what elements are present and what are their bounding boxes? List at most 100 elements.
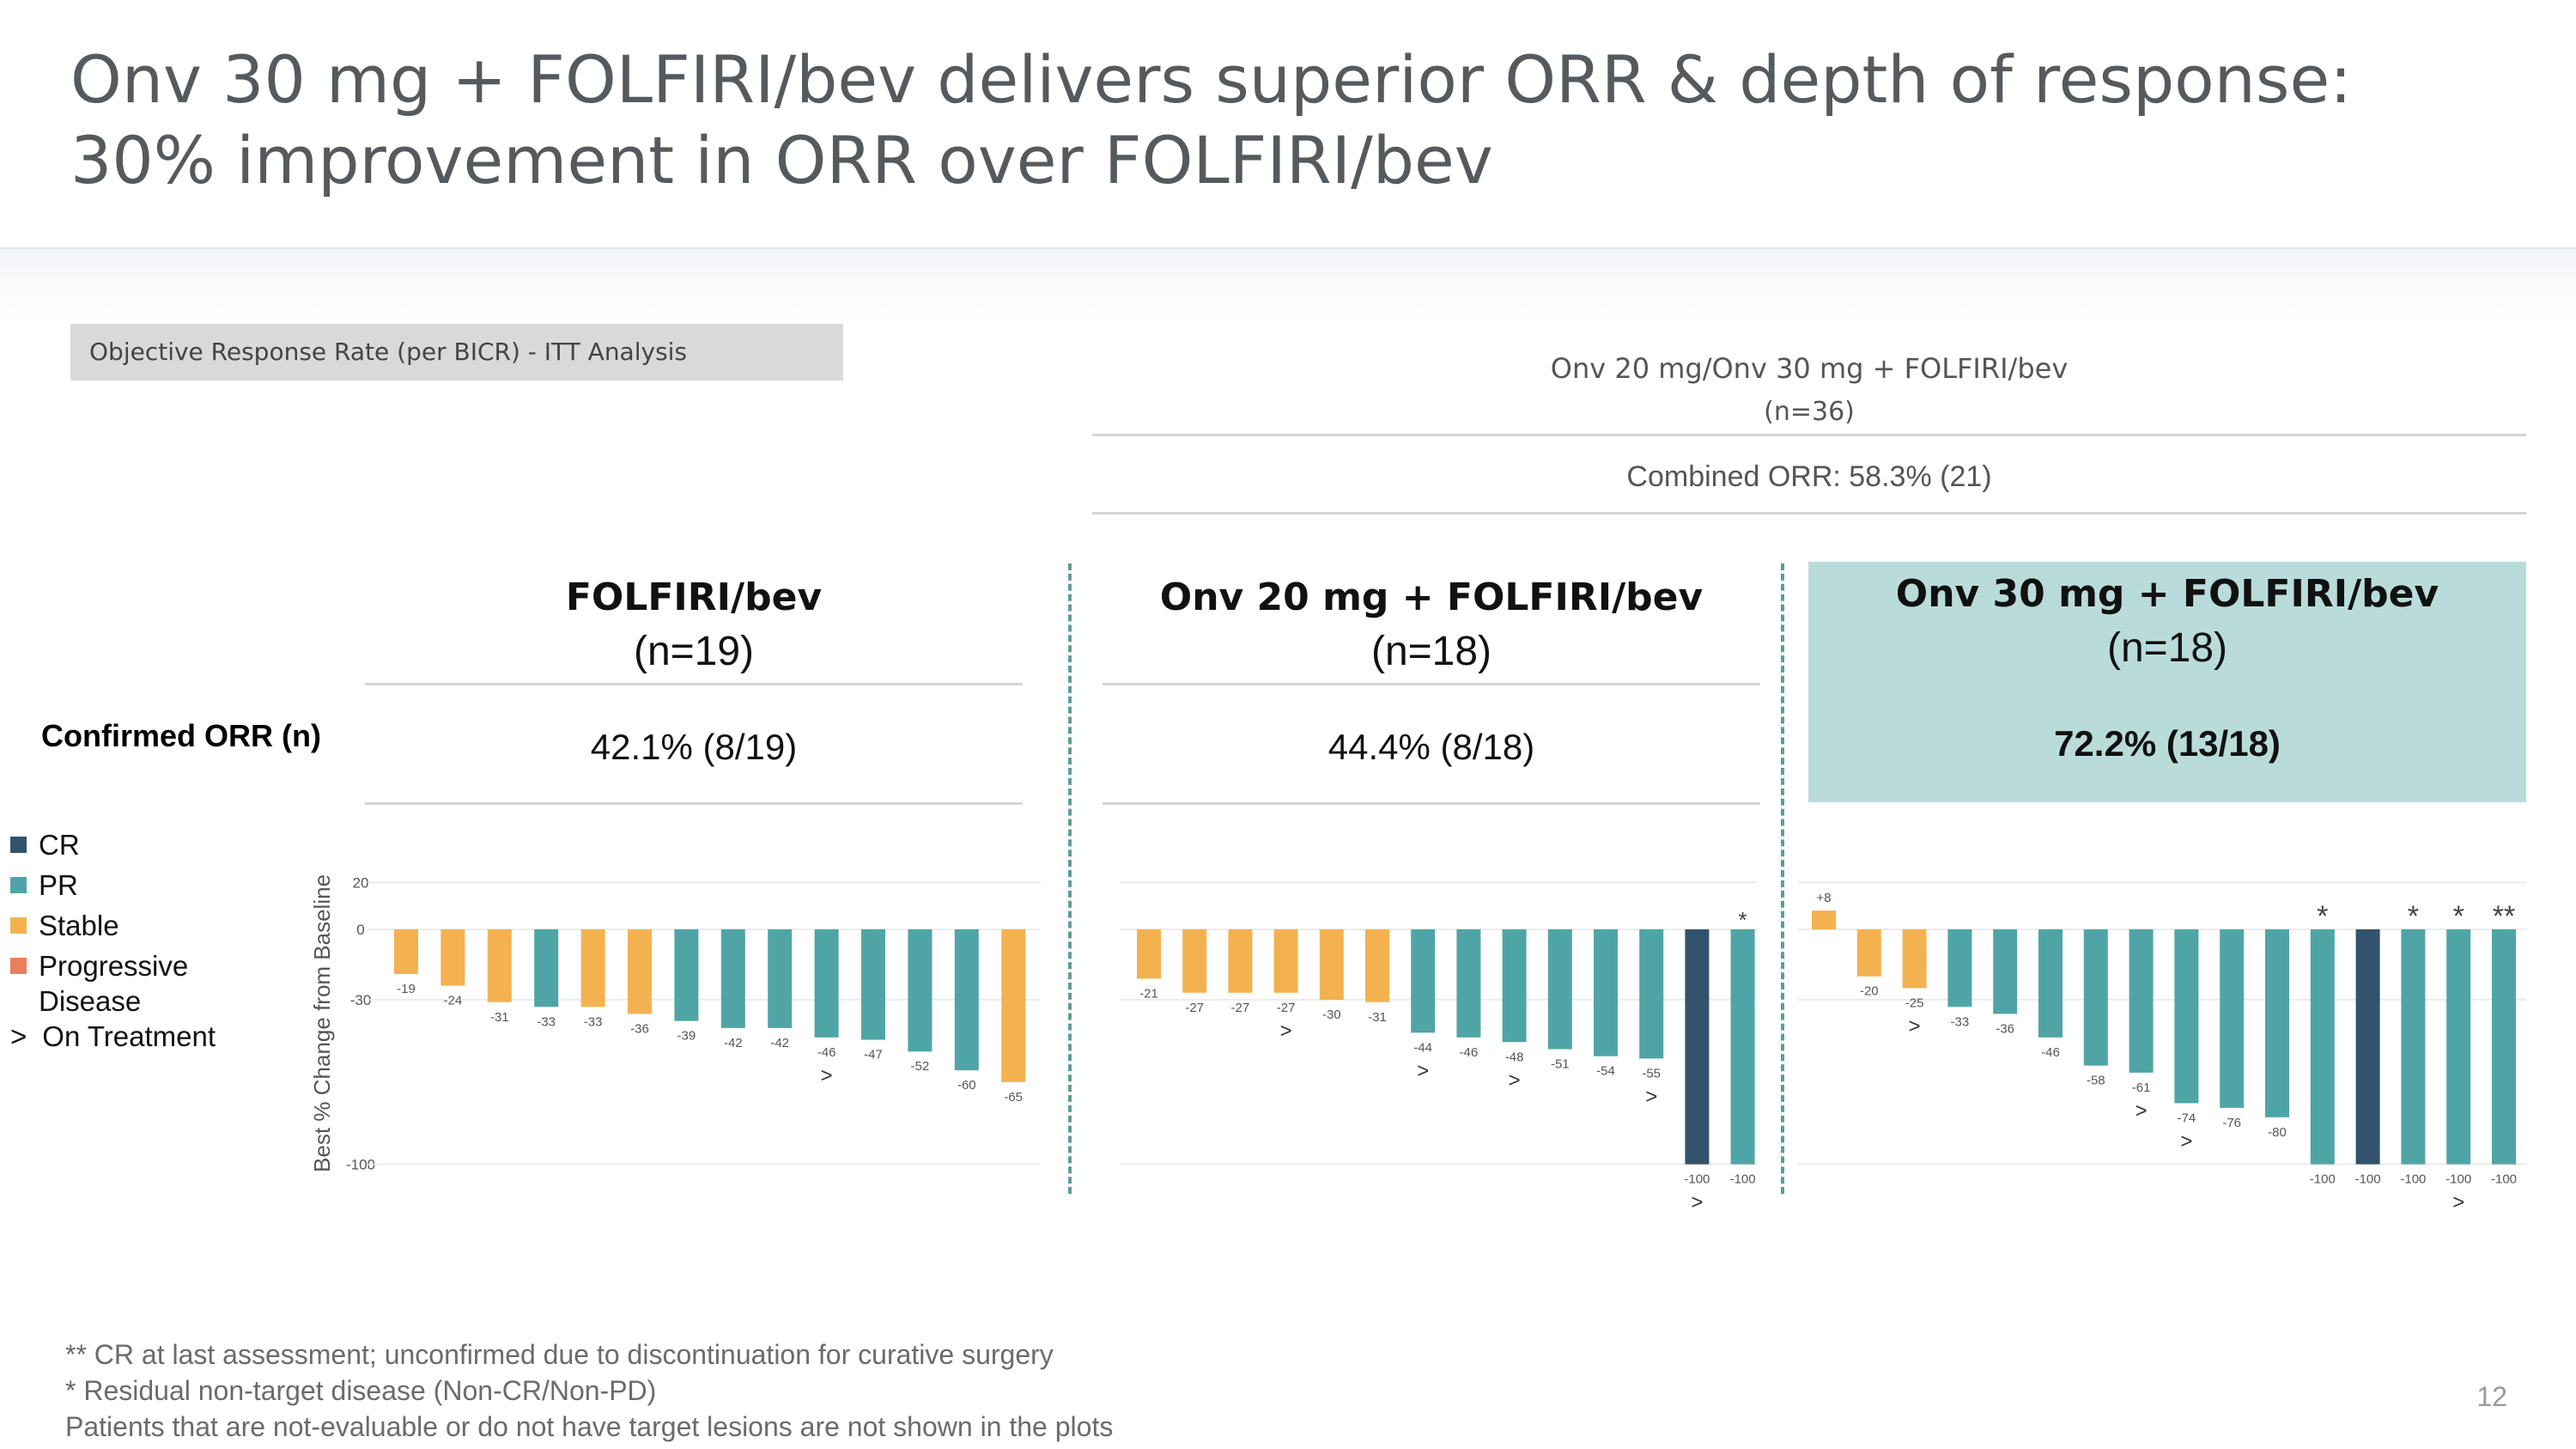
bar-value-label: -36 <box>630 1021 649 1036</box>
confirmed-orr-label: Confirmed ORR (n) <box>41 718 321 753</box>
bar-value-label: -100 <box>2400 1172 2426 1187</box>
bar-value-label: -33 <box>1951 1014 1970 1029</box>
legend-label: CR <box>39 829 80 861</box>
bar-value-label: +8 <box>1816 891 1831 905</box>
bar <box>720 929 745 1028</box>
stable-swatch <box>10 917 27 934</box>
bar-value-label: -27 <box>1231 1001 1250 1015</box>
combined-group-title: Onv 20 mg/Onv 30 mg + FOLFIRI/bev <box>1550 352 2069 385</box>
legend: CR PR Stable Progressive Disease > On Tr… <box>10 825 216 1056</box>
on-treatment-symbol: > <box>10 1020 27 1052</box>
legend-item-stable: Stable <box>10 905 216 946</box>
bar-value-label: -100 <box>1684 1172 1710 1187</box>
legend-item-on-treatment: > On Treatment <box>10 1016 216 1056</box>
on-treatment-marker: > <box>2136 1099 2148 1123</box>
bar-value-label: -39 <box>677 1029 696 1044</box>
bar-value-label: -80 <box>2268 1125 2287 1140</box>
bar <box>814 929 839 1038</box>
bar-value-label: -51 <box>1551 1056 1570 1071</box>
bar <box>487 929 512 1002</box>
bar <box>1547 929 1572 1050</box>
response-mark: * <box>2453 900 2464 933</box>
bar-value-label: -42 <box>724 1036 743 1050</box>
bar <box>2355 929 2380 1165</box>
bar <box>1001 929 1026 1082</box>
legend-label: On Treatment <box>42 1020 216 1052</box>
bar-value-label: -47 <box>864 1048 883 1062</box>
pr-swatch <box>10 877 27 893</box>
bar-value-label: -100 <box>2491 1172 2517 1187</box>
bar <box>1365 929 1389 1002</box>
legend-label: PR <box>39 869 78 901</box>
bar-value-label: -55 <box>1642 1066 1661 1081</box>
onv30-highlight-box <box>1808 562 2526 802</box>
bar <box>768 929 793 1028</box>
panel-header-folfiri: FOLFIRI/bev (n=19) <box>365 575 1023 675</box>
bar-value-label: -42 <box>770 1036 789 1050</box>
combined-orr: Combined ORR: 58.3% (21) <box>1626 460 1992 493</box>
bar-value-label: -33 <box>537 1014 556 1029</box>
bar-value-label: -27 <box>1277 1001 1296 1015</box>
bar <box>440 929 465 986</box>
bar <box>2174 929 2199 1104</box>
legend-item-pr: PR <box>10 865 216 905</box>
bar-value-label: -44 <box>1413 1040 1432 1055</box>
combined-rule-top <box>1092 434 2526 436</box>
bar <box>2446 929 2471 1165</box>
bar <box>2220 929 2245 1108</box>
panel-rule <box>1103 683 1760 685</box>
pd-swatch <box>10 958 27 974</box>
response-mark: * <box>2317 900 2328 933</box>
bar-value-label: -52 <box>911 1059 930 1074</box>
panel-orr-onv30: 72.2% (13/18) <box>2054 723 2281 764</box>
bar <box>2492 929 2516 1165</box>
panel-n: (n=18) <box>1370 629 1492 674</box>
bar-value-label: -65 <box>1004 1090 1023 1105</box>
orr-analysis-label: Objective Response Rate (per BICR) - ITT… <box>70 324 843 381</box>
legend-item-pd: Progressive <box>10 946 216 986</box>
bar <box>2038 929 2063 1038</box>
bar-value-label: -25 <box>1905 995 1924 1010</box>
on-treatment-marker: > <box>1909 1014 1921 1038</box>
bar <box>2310 929 2335 1165</box>
on-treatment-marker: > <box>1280 1020 1292 1043</box>
panel-header-onv20: Onv 20 mg + FOLFIRI/bev (n=18) <box>1103 575 1760 675</box>
panel-divider <box>1068 563 1072 1194</box>
y-tick-label: -100 <box>346 1157 375 1173</box>
bar-value-label: -36 <box>1996 1021 2014 1036</box>
footnote: ** CR at last assessment; unconfirmed du… <box>65 1339 1054 1370</box>
on-treatment-marker: > <box>1509 1068 1521 1092</box>
bar <box>1639 929 1664 1059</box>
on-treatment-marker: > <box>2180 1129 2192 1153</box>
bar-value-label: -31 <box>1368 1010 1387 1025</box>
y-tick-label: -30 <box>350 992 372 1008</box>
panel-divider <box>1781 563 1784 1194</box>
bar-value-label: -19 <box>397 982 416 996</box>
y-axis-label: Best % Change from Baseline <box>309 874 335 1172</box>
bar <box>1947 929 1972 1008</box>
panel-orr-onv20: 44.4% (8/18) <box>1327 727 1535 767</box>
bar-value-label: -31 <box>490 1010 509 1025</box>
bar-value-label: -60 <box>957 1078 976 1093</box>
bar <box>394 929 418 974</box>
bar <box>1685 929 1710 1165</box>
on-treatment-marker: > <box>2452 1191 2464 1215</box>
bar <box>580 929 605 1008</box>
on-treatment-marker: > <box>1645 1085 1657 1108</box>
slide-title: Onv 30 mg + FOLFIRI/bev delivers superio… <box>70 41 2352 198</box>
on-treatment-marker: > <box>821 1064 833 1087</box>
bar <box>2083 929 2108 1066</box>
bar <box>1993 929 2018 1014</box>
panel-name: Onv 20 mg + FOLFIRI/bev <box>1159 575 1704 619</box>
panel-rule <box>1103 802 1760 805</box>
bar-value-label: -20 <box>1860 984 1879 999</box>
legend-label: Stable <box>39 910 119 941</box>
bar <box>534 929 559 1008</box>
bar <box>1411 929 1436 1033</box>
bar <box>1273 929 1298 993</box>
bar <box>861 929 885 1040</box>
y-tick-label: 20 <box>353 874 369 891</box>
on-treatment-marker: > <box>1417 1059 1429 1082</box>
bar-value-label: -58 <box>2087 1074 2105 1088</box>
cr-swatch <box>10 837 27 853</box>
